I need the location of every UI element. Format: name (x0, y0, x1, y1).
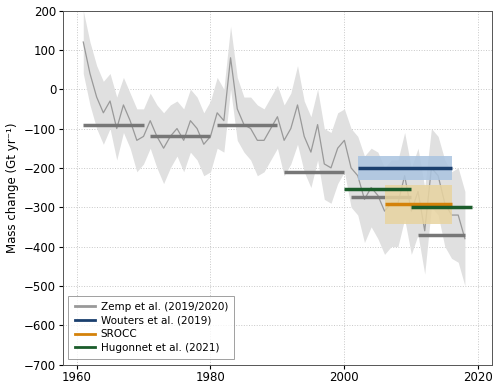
Y-axis label: Mass change (Gt yr⁻¹): Mass change (Gt yr⁻¹) (6, 122, 18, 253)
Legend: Zemp et al. (2019/2020), Wouters et al. (2019), SROCC, Hugonnet et al. (2021): Zemp et al. (2019/2020), Wouters et al. … (68, 296, 234, 359)
